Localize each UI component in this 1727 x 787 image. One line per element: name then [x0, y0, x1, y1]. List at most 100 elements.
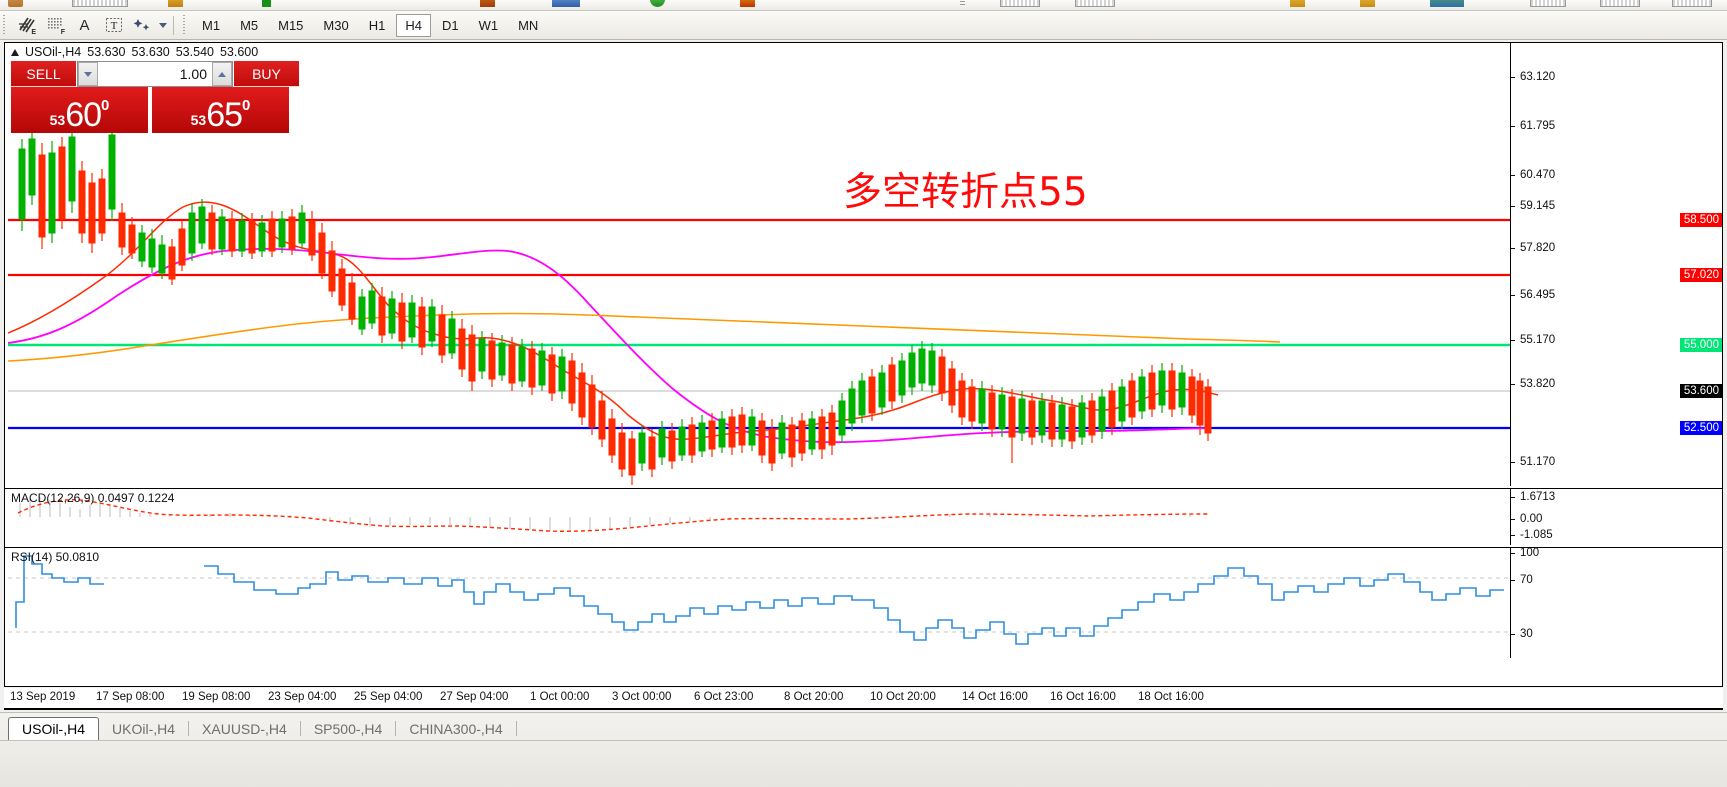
toolbar-icon-chip[interactable] — [740, 0, 755, 7]
toolbar-icon-chip[interactable] — [8, 0, 23, 7]
tab-xauusd-h4[interactable]: XAUUSD-,H4 — [202, 721, 287, 737]
timeframe-d1[interactable]: D1 — [441, 17, 459, 33]
price-axis[interactable]: 63.120 61.795 60.470 59.145 57.820 56.49… — [1510, 43, 1722, 486]
macd-axis[interactable]: 1.6713 0.00 -1.085 — [1510, 489, 1722, 545]
grid-sub-label: F — [60, 28, 65, 36]
date-tick: 27 Sep 04:00 — [440, 691, 509, 703]
timeframe-m1[interactable]: M1 — [202, 17, 221, 33]
toolbar-icon-chip[interactable] — [1290, 0, 1305, 7]
toolbar-icon-chip[interactable] — [1530, 0, 1566, 7]
text-label-glyph: T — [105, 18, 122, 32]
toolbar-icon-chip[interactable] — [1672, 0, 1712, 7]
toolbar-icon-chip[interactable] — [1000, 0, 1040, 7]
toolbar-icon-chip[interactable] — [552, 0, 580, 7]
collapse-triangle-icon[interactable] — [11, 48, 19, 56]
chevron-up-icon — [218, 71, 226, 77]
rsi-plot-area[interactable] — [8, 548, 1510, 658]
price-pane[interactable]: 63.120 61.795 60.470 59.145 57.820 56.49… — [5, 43, 1722, 486]
timeframe-m15[interactable]: M15 — [278, 17, 304, 33]
toolbar-icon-chip[interactable] — [1600, 0, 1640, 7]
buy-price-sup: 0 — [242, 97, 251, 114]
macd-plot-area[interactable] — [8, 489, 1510, 545]
objects-dropdown-caret[interactable] — [159, 22, 167, 28]
level-tag-resistance-2[interactable]: 57.020 — [1679, 268, 1722, 282]
price-tick: 53.820 — [1520, 378, 1556, 390]
date-axis[interactable]: 13 Sep 2019 17 Sep 08:00 19 Sep 08:00 23… — [4, 688, 1723, 710]
timeframe-h1[interactable]: H1 — [368, 17, 386, 33]
text-label-tool-icon[interactable]: T — [101, 13, 126, 38]
toolbar-icon-chip[interactable] — [1430, 0, 1464, 7]
grid-tool-icon[interactable]: F — [43, 13, 68, 38]
toolbar-icon-chip[interactable] — [262, 0, 271, 7]
toolbar-icon-chip[interactable] — [168, 0, 183, 7]
buy-price-prefix: 53 — [190, 112, 207, 128]
tab-china300-h4[interactable]: CHINA300-,H4 — [409, 721, 503, 737]
buy-button[interactable]: BUY — [234, 61, 299, 87]
objects-tool-icon[interactable] — [130, 13, 155, 38]
rsi-caption: RSI(14) 50.0810 — [11, 550, 100, 564]
sell-price-display[interactable]: 53 60 0 — [11, 87, 148, 133]
volume-decrement-button[interactable] — [78, 62, 98, 86]
toolbar-icon-chip[interactable] — [72, 0, 128, 7]
rsi-tick: 30 — [1520, 628, 1533, 640]
toolbar-top-strip[interactable] — [0, 0, 1727, 11]
tab-ukoil-h4[interactable]: UKOil-,H4 — [112, 721, 176, 737]
level-tag-support-green[interactable]: 55.000 — [1679, 338, 1722, 352]
timeframe-h4[interactable]: H4 — [396, 13, 431, 37]
ohlc-close: 53.600 — [219, 45, 259, 59]
one-click-trade-panel[interactable]: SELL 1.00 BUY 53 60 0 — [11, 61, 299, 133]
trade-panel-controls[interactable]: SELL 1.00 BUY — [11, 61, 299, 87]
crosshair-tool-icon[interactable]: E — [14, 13, 39, 38]
volume-stepper[interactable]: 1.00 — [77, 61, 233, 87]
level-tag-support-blue[interactable]: 52.500 — [1679, 421, 1722, 435]
toolbar-main[interactable]: E F A — [0, 11, 1727, 40]
price-plot-area[interactable] — [8, 43, 1510, 486]
level-tag-resistance-1[interactable]: 58.500 — [1679, 213, 1722, 227]
toolbar-icon-chip[interactable] — [480, 0, 495, 7]
symbol-name: USOil-,H4 — [25, 45, 82, 59]
price-tick: 55.170 — [1520, 334, 1556, 346]
tab-usoil-h4[interactable]: USOil-,H4 — [8, 717, 100, 741]
sell-price-prefix: 53 — [49, 112, 66, 128]
chart-annotation-text[interactable]: 多空转折点55 — [843, 170, 1088, 215]
tab-sp500-h4[interactable]: SP500-,H4 — [313, 721, 383, 737]
ohlc-high: 53.630 — [131, 45, 170, 59]
toolbar-icon-chip[interactable] — [1360, 0, 1375, 7]
symbol-header[interactable]: USOil-,H4 53.630 53.630 53.540 53.600 — [11, 45, 258, 59]
timeframe-w1[interactable]: W1 — [478, 17, 499, 33]
chart-window[interactable]: 63.120 61.795 60.470 59.145 57.820 56.49… — [4, 42, 1723, 687]
tab-separator — [299, 721, 301, 736]
sell-price-sup: 0 — [101, 97, 110, 114]
candle-series — [18, 125, 1212, 485]
macd-chart-svg — [17, 497, 1209, 532]
chart-tabs[interactable]: USOil-,H4 UKOil-,H4 XAUUSD-,H4 SP500-,H4… — [8, 716, 517, 741]
timeframe-mn[interactable]: MN — [518, 17, 539, 33]
chart-tabbar[interactable]: USOil-,H4 UKOil-,H4 XAUUSD-,H4 SP500-,H4… — [0, 712, 1727, 787]
ohlc-open: 53.630 — [87, 45, 126, 59]
rsi-axis[interactable]: 100 70 30 — [1510, 547, 1722, 658]
sell-button[interactable]: SELL — [11, 61, 76, 87]
timeframe-m30[interactable]: M30 — [323, 17, 349, 33]
macd-tick: 1.6713 — [1520, 491, 1556, 503]
ohlc-low: 53.540 — [175, 45, 214, 59]
macd-tick: -1.085 — [1520, 529, 1553, 541]
date-tick: 1 Oct 00:00 — [530, 691, 590, 703]
price-tick: 60.470 — [1520, 169, 1556, 181]
timeframe-m5[interactable]: M5 — [240, 17, 259, 33]
volume-input[interactable]: 1.00 — [98, 62, 212, 86]
volume-increment-button[interactable] — [212, 62, 232, 86]
price-tick: 59.145 — [1520, 200, 1556, 212]
buy-price-display[interactable]: 53 65 0 — [152, 87, 289, 133]
timeframe-grip[interactable] — [182, 15, 187, 35]
level-tag-current-price[interactable]: 53.600 — [1679, 384, 1722, 398]
trade-panel-prices[interactable]: 53 60 0 53 65 0 — [11, 87, 299, 133]
rsi-pane[interactable]: RSI(14) 50.0810 100 70 30 — [5, 547, 1722, 658]
toolbar-icon-chip[interactable] — [1075, 0, 1115, 7]
toolbar-icon-chip[interactable] — [650, 0, 665, 7]
text-tool-icon[interactable]: A — [79, 16, 90, 34]
toolbar-icon-chip[interactable] — [960, 0, 965, 7]
chevron-down-icon — [84, 71, 92, 77]
toolbar-grip[interactable] — [2, 15, 7, 35]
date-tick: 8 Oct 20:00 — [784, 691, 844, 703]
macd-pane[interactable]: MACD(12,26,9) 0.0497 0.1224 1.6713 0.00 … — [5, 488, 1722, 545]
